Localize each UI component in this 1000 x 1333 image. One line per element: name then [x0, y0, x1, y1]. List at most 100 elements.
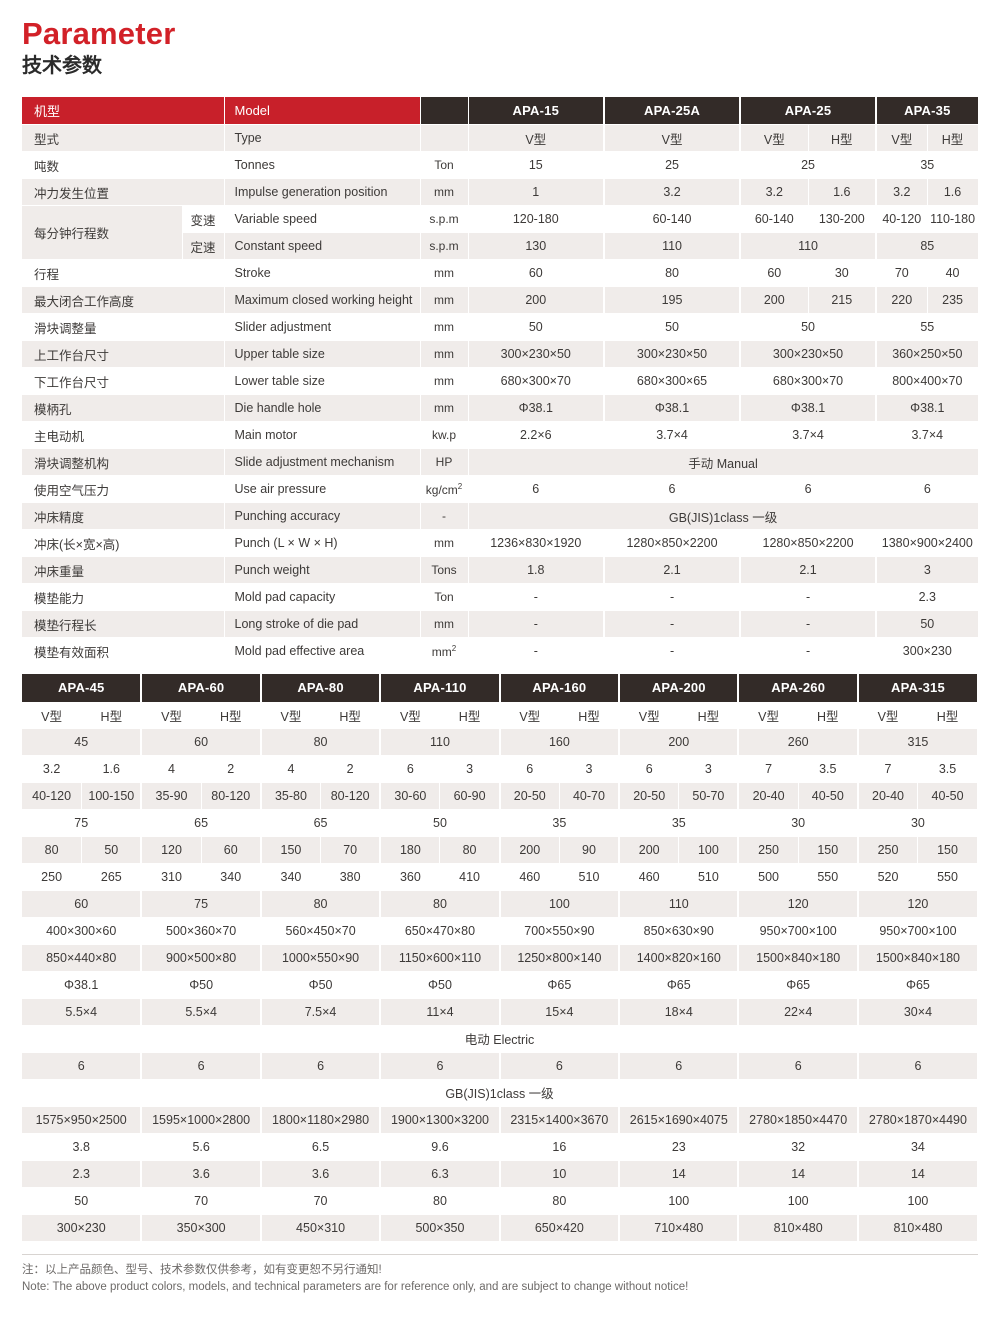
row-label-en: Slide adjustment mechanism	[224, 448, 421, 477]
value-cell: 35	[619, 809, 740, 837]
model-header-apa-80: APA-80	[260, 674, 382, 703]
value-cell: 30	[857, 809, 978, 837]
value-cell: 75	[141, 890, 262, 918]
value-cell: 4	[141, 755, 202, 783]
row-label-cn: 模垫能力	[22, 583, 225, 612]
value-cell: 50	[22, 1187, 143, 1215]
variant-label: H型	[320, 702, 382, 729]
value-cell: 350×300	[141, 1214, 262, 1242]
value-cell: 23	[619, 1133, 740, 1161]
value-cell: 500	[738, 863, 799, 891]
value-cell: 1800×1180×2980	[260, 1106, 382, 1134]
row-label-en: Upper table size	[224, 340, 421, 369]
unit-cell: mm	[420, 340, 469, 369]
model-header-apa-45: APA-45	[22, 674, 143, 703]
value-cell: 22×4	[738, 998, 859, 1026]
value-cell: Φ65	[857, 971, 978, 999]
value-cell: 200	[619, 728, 740, 756]
value-cell: 6	[738, 1052, 859, 1080]
value-cell: H型	[927, 124, 979, 153]
unit-cell: mm	[420, 259, 469, 288]
value-cell: 80	[380, 1187, 501, 1215]
value-cell: 550	[917, 863, 978, 891]
value-cell: 3.7×4	[740, 421, 878, 450]
value-cell: 2.2×6	[468, 421, 606, 450]
value-cell: 1236×830×1920	[468, 529, 606, 558]
value-cell: 18×4	[619, 998, 740, 1026]
value-cell: 310	[141, 863, 202, 891]
value-cell: -	[604, 637, 742, 666]
row-label-cn: 最大闭合工作高度	[22, 286, 225, 315]
value-cell: 60-140	[740, 205, 809, 234]
value-cell: 950×700×100	[738, 917, 859, 945]
value-cell: 7	[738, 755, 799, 783]
value-cell: 1575×950×2500	[22, 1106, 143, 1134]
value-cell: 265	[81, 863, 143, 891]
value-cell: -	[604, 610, 742, 639]
value-cell: 30	[808, 259, 878, 288]
row-label-cn: 模柄孔	[22, 394, 225, 423]
row-label-cn: 上工作台尺寸	[22, 340, 225, 369]
value-cell: 510	[678, 863, 740, 891]
value-cell: 50	[81, 836, 143, 864]
table2-row: 400×300×60 500×360×70 560×450×70 650×470×80…	[22, 917, 978, 945]
value-cell: 14	[857, 1160, 978, 1188]
value-cell: 850×440×80	[22, 944, 143, 972]
value-cell: 300×230	[22, 1214, 143, 1242]
value-cell: 6	[619, 1052, 740, 1080]
value-cell: 100	[678, 836, 740, 864]
value-cell: 100	[738, 1187, 859, 1215]
value-cell: 60	[468, 259, 606, 288]
table1-row: 每分钟行程数 变速 Variable speed s.p.m 120-180 60-140…	[22, 205, 979, 261]
value-cell: 40-120	[876, 205, 928, 234]
value-cell-full: GB(JIS)1class 一级	[22, 1079, 978, 1107]
value-cell: 810×480	[857, 1214, 978, 1242]
page-title-en: Parameter	[22, 16, 176, 51]
value-cell: -	[468, 583, 606, 612]
value-cell: 7	[857, 755, 919, 783]
row-label-cn: 主电动机	[22, 421, 225, 450]
value-cell: 650×470×80	[380, 917, 501, 945]
row-label-en: Variable speed	[224, 205, 421, 234]
unit-cell: s.p.m	[420, 232, 469, 261]
value-cell: 1.6	[81, 755, 143, 783]
value-cell: 300×230×50	[468, 340, 606, 369]
value-cell: 700×550×90	[499, 917, 621, 945]
value-cell: 30	[738, 809, 859, 837]
value-cell: V型	[876, 124, 928, 153]
table1-row: 吨数 Tonnes Ton 15 25 25 35	[22, 151, 979, 180]
value-cell: 6.3	[380, 1160, 501, 1188]
variant-label: V型	[260, 702, 322, 729]
value-cell: 80	[22, 836, 83, 864]
unit-superscript: 2	[457, 481, 463, 491]
value-cell: -	[468, 637, 606, 666]
value-cell: 180	[380, 836, 441, 864]
table2-row: 850×440×80 900×500×80 1000×550×90 1150×600×…	[22, 944, 978, 972]
spec-table-1: 机型 Model APA-15 APA-25A APA-25 APA-35 型式 Type V型…	[22, 96, 979, 666]
value-cell: 3	[678, 755, 740, 783]
table2-row: 3.8 5.6 6.5 9.6 16 23 32 34	[22, 1133, 978, 1161]
value-cell: 60	[201, 836, 262, 864]
value-cell: 200	[499, 836, 560, 864]
table1-row: 上工作台尺寸 Upper table size mm 300×230×50 300×23…	[22, 340, 979, 369]
value-cell: 2.1	[740, 556, 878, 585]
value-cell: 55	[876, 313, 979, 342]
value-cell: 260	[738, 728, 859, 756]
value-cell: 110	[619, 890, 740, 918]
value-cell: 460	[619, 863, 680, 891]
value-cell: 340	[260, 863, 322, 891]
row-label-en: Stroke	[224, 259, 421, 288]
value-cell: 220	[876, 286, 928, 315]
value-cell: 3	[876, 556, 979, 585]
value-cell: 40-50	[917, 782, 978, 810]
model-header-apa-60: APA-60	[141, 674, 262, 703]
table1-row: 冲床重量 Punch weight Tons 1.8 2.1 2.1 3	[22, 556, 979, 585]
variant-label: V型	[141, 702, 202, 729]
value-cell: 1280×850×2200	[740, 529, 878, 558]
value-cell: 200	[619, 836, 680, 864]
value-cell: Φ50	[141, 971, 262, 999]
model-header-apa-35: APA-35	[876, 96, 979, 126]
value-cell: 680×300×65	[604, 367, 742, 396]
row-label-cn: 行程	[22, 259, 225, 288]
row-label-en: Impulse generation position	[224, 178, 421, 207]
